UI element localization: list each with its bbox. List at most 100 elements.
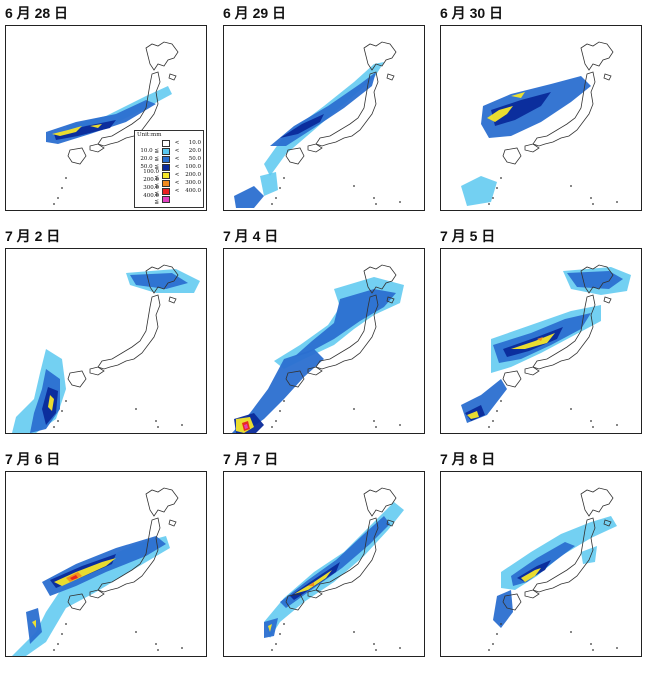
rainfall-area <box>294 289 396 357</box>
panel-title: 6 月 30 日 <box>440 5 504 21</box>
island-dot <box>61 633 63 635</box>
island-dot <box>353 408 355 410</box>
island-dot <box>283 177 285 179</box>
island-dot <box>488 649 490 651</box>
japan-outline <box>386 296 395 304</box>
japan-outline <box>67 593 87 611</box>
island-dot <box>488 203 490 205</box>
rainfall-area <box>130 273 188 289</box>
panel-title: 6 月 28 日 <box>5 5 69 21</box>
japan-outline <box>307 366 323 376</box>
island-dot <box>373 643 375 645</box>
rainfall-area <box>280 114 324 138</box>
island-dot <box>492 420 494 422</box>
rainfall-map <box>5 248 207 434</box>
island-dot <box>155 420 157 422</box>
island-dot <box>279 410 281 412</box>
island-dot <box>157 649 159 651</box>
japan-outline <box>580 487 614 517</box>
panel-title: 7 月 2 日 <box>5 228 61 244</box>
island-dot <box>590 643 592 645</box>
precipitation-legend: Unit:mm <10.0 10.0 ≦ <20.0 20.0 ≦ <50.0 50.0 … <box>134 130 204 208</box>
island-dot <box>570 185 572 187</box>
island-dot <box>399 201 401 203</box>
island-dot <box>592 426 594 428</box>
japan-outline <box>315 71 379 147</box>
map-panel-0629: 6 月 29 日 <box>223 5 425 211</box>
rainfall-map: Unit:mm <10.0 10.0 ≦ <20.0 20.0 ≦ <50.0 50.0 … <box>5 25 207 211</box>
island-dot <box>492 197 494 199</box>
legend-swatch <box>162 195 170 203</box>
map-panel-0705: 7 月 5 日 <box>440 228 642 434</box>
island-dot <box>500 400 502 402</box>
island-dot <box>500 623 502 625</box>
map-panel-0628: 6 月 28 日 Unit:mm <10.0 10.0 ≦ <20.0 20.0 ≦ <… <box>5 5 207 211</box>
island-dot <box>181 647 183 649</box>
island-dot <box>375 203 377 205</box>
island-dot <box>353 631 355 633</box>
panel-title: 6 月 29 日 <box>223 5 287 21</box>
japan-outline <box>580 41 614 71</box>
japan-outline <box>97 71 161 147</box>
japan-outline <box>285 370 305 388</box>
rainfall-map-svg <box>12 487 183 656</box>
legend-upper-bound: 20.0 <box>188 148 201 154</box>
island-dot <box>271 426 273 428</box>
japan-outline <box>145 487 179 517</box>
island-dot <box>492 643 494 645</box>
legend-upper-bound: 100.0 <box>185 164 201 170</box>
island-dot <box>496 410 498 412</box>
island-dot <box>53 426 55 428</box>
rainfall-map-svg <box>461 264 631 428</box>
japan-outline <box>386 519 395 527</box>
japan-outline <box>363 487 397 517</box>
panel-title: 7 月 4 日 <box>223 228 279 244</box>
island-dot <box>496 187 498 189</box>
rainfall-area <box>487 106 513 122</box>
japan-outline <box>307 143 323 153</box>
japan-outline <box>524 366 540 376</box>
rainfall-map-svg <box>264 487 404 651</box>
island-dot <box>373 197 375 199</box>
legend-operator: < <box>174 172 180 178</box>
island-dot <box>271 649 273 651</box>
rainfall-area <box>537 337 543 341</box>
island-dot <box>616 424 618 426</box>
japan-outline <box>315 517 379 593</box>
rainfall-map-svg <box>461 41 618 206</box>
japan-outline <box>603 519 612 527</box>
island-dot <box>616 201 618 203</box>
legend-lower-bound: 10.0 ≦ <box>140 148 159 154</box>
legend-operator: < <box>174 140 180 146</box>
island-dot <box>399 424 401 426</box>
legend-lower-bound: 50.0 ≦ <box>140 164 159 170</box>
island-dot <box>181 424 183 426</box>
map-panel-0630: 6 月 30 日 <box>440 5 642 211</box>
rainfall-area <box>244 424 248 429</box>
japan-outline <box>145 41 179 71</box>
legend-operator: < <box>174 180 180 186</box>
island-dot <box>53 203 55 205</box>
island-dot <box>375 426 377 428</box>
island-dot <box>570 631 572 633</box>
rainfall-area <box>48 395 54 411</box>
panel-title: 7 月 5 日 <box>440 228 496 244</box>
rainfall-area <box>461 176 497 206</box>
rainfall-area <box>581 546 597 564</box>
legend-upper-bound: 10.0 <box>188 140 201 146</box>
panel-title: 7 月 6 日 <box>5 451 61 467</box>
rainfall-map-svg <box>12 264 200 433</box>
legend-lower-bound: 200.0 ≦ <box>143 177 159 189</box>
legend-row: 200.0 ≦ <300.0 <box>137 177 201 189</box>
rainfall-area <box>268 624 272 632</box>
rainfall-map <box>440 471 642 657</box>
island-dot <box>65 400 67 402</box>
legend-lower-bound: 300.0 ≦ <box>143 185 159 197</box>
rainfall-area <box>260 172 278 196</box>
rainfall-map <box>223 248 425 434</box>
island-dot <box>373 420 375 422</box>
legend-row: 300.0 ≦ <400.0 <box>137 185 201 197</box>
island-dot <box>279 187 281 189</box>
japan-outline <box>502 147 522 165</box>
japan-outline <box>532 294 596 370</box>
